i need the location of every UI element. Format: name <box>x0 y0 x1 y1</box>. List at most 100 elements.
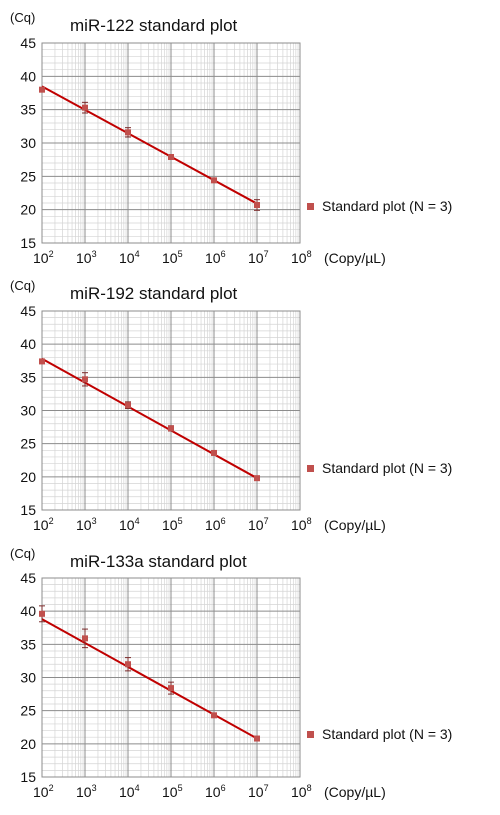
plot-area-border <box>41 577 301 778</box>
data-point <box>211 449 217 456</box>
x-tick-base: 10 <box>291 784 307 800</box>
x-tick-exponent: 8 <box>307 249 312 259</box>
chart-title: miR-192 standard plot <box>70 284 238 303</box>
data-point <box>39 86 45 93</box>
data-point <box>39 610 45 617</box>
y-tick-label: 35 <box>20 369 36 385</box>
legend-label: Standard plot (N = 3) <box>322 460 452 476</box>
chart-panel-2: miR-192 standard plot(Cq)(Copy/µL)152025… <box>10 278 452 533</box>
x-tick-label: 107 <box>248 783 269 800</box>
x-tick-label: 102 <box>33 516 54 533</box>
data-point <box>254 475 260 482</box>
data-point <box>82 635 88 642</box>
x-tick-base: 10 <box>33 517 49 533</box>
x-tick-label: 108 <box>291 783 312 800</box>
x-tick-base: 10 <box>291 250 307 266</box>
data-point <box>82 104 88 111</box>
x-tick-base: 10 <box>162 517 178 533</box>
chart-title: miR-122 standard plot <box>70 16 238 35</box>
x-tick-exponent: 3 <box>92 249 97 259</box>
y-tick-label: 40 <box>20 336 36 352</box>
legend-marker <box>307 203 314 210</box>
x-tick-label: 103 <box>76 783 97 800</box>
y-axis-label: (Cq) <box>10 546 35 561</box>
x-tick-exponent: 4 <box>135 249 140 259</box>
regression-line <box>41 618 258 740</box>
x-tick-base: 10 <box>248 784 264 800</box>
chart-panel-1: miR-122 standard plot(Cq)(Copy/µL)152025… <box>10 10 452 266</box>
x-tick-exponent: 7 <box>264 516 269 526</box>
y-tick-label: 20 <box>20 202 36 218</box>
x-tick-exponent: 3 <box>92 516 97 526</box>
y-tick-label: 40 <box>20 68 36 84</box>
x-tick-base: 10 <box>76 784 92 800</box>
data-point <box>254 735 260 742</box>
y-tick-label: 15 <box>20 235 36 251</box>
data-point <box>39 358 45 365</box>
y-tick-label: 25 <box>20 168 36 184</box>
x-axis-label: (Copy/µL) <box>324 250 386 266</box>
x-tick-label: 105 <box>162 516 183 533</box>
legend-label: Standard plot (N = 3) <box>322 726 452 742</box>
legend-marker <box>307 465 314 472</box>
x-tick-label: 102 <box>33 783 54 800</box>
x-tick-base: 10 <box>119 784 135 800</box>
x-tick-base: 10 <box>205 784 221 800</box>
x-tick-base: 10 <box>76 250 92 266</box>
x-tick-label: 105 <box>162 783 183 800</box>
x-tick-label: 107 <box>248 516 269 533</box>
x-axis-label: (Copy/µL) <box>324 784 386 800</box>
y-tick-label: 20 <box>20 469 36 485</box>
x-tick-exponent: 6 <box>221 783 226 793</box>
y-tick-label: 20 <box>20 736 36 752</box>
x-tick-label: 104 <box>119 516 140 533</box>
x-tick-exponent: 6 <box>221 516 226 526</box>
x-tick-label: 104 <box>119 783 140 800</box>
y-tick-label: 25 <box>20 436 36 452</box>
x-tick-base: 10 <box>119 250 135 266</box>
x-tick-exponent: 3 <box>92 783 97 793</box>
y-tick-label: 30 <box>20 670 36 686</box>
x-tick-exponent: 2 <box>49 249 54 259</box>
y-axis-label: (Cq) <box>10 10 35 25</box>
x-tick-base: 10 <box>76 517 92 533</box>
x-tick-exponent: 5 <box>178 516 183 526</box>
legend-marker <box>307 731 314 738</box>
x-tick-exponent: 5 <box>178 783 183 793</box>
x-tick-exponent: 4 <box>135 516 140 526</box>
x-tick-label: 106 <box>205 516 226 533</box>
data-point <box>125 402 131 409</box>
x-tick-label: 105 <box>162 249 183 266</box>
chart-panel-3: miR-133a standard plot (Cq) (Copy/µL) 15 20 2… <box>10 546 452 800</box>
data-point <box>82 376 88 383</box>
x-tick-exponent: 4 <box>135 783 140 793</box>
x-tick-exponent: 2 <box>49 783 54 793</box>
x-tick-base: 10 <box>205 250 221 266</box>
x-tick-exponent: 5 <box>178 249 183 259</box>
x-tick-label: 104 <box>119 249 140 266</box>
x-tick-base: 10 <box>248 517 264 533</box>
x-tick-label: 102 <box>33 249 54 266</box>
x-tick-label: 106 <box>205 249 226 266</box>
y-tick-label: 30 <box>20 135 36 151</box>
x-tick-base: 10 <box>33 784 49 800</box>
y-tick-label: 40 <box>20 603 36 619</box>
y-tick-label: 25 <box>20 703 36 719</box>
x-tick-base: 10 <box>205 517 221 533</box>
x-tick-exponent: 8 <box>307 516 312 526</box>
y-axis-label: (Cq) <box>10 278 35 293</box>
data-point <box>211 712 217 719</box>
x-tick-label: 108 <box>291 516 312 533</box>
x-tick-label: 103 <box>76 249 97 266</box>
x-tick-base: 10 <box>119 517 135 533</box>
y-tick-label: 35 <box>20 102 36 118</box>
y-tick-label: 45 <box>20 570 36 586</box>
y-tick-label: 15 <box>20 769 36 785</box>
x-tick-base: 10 <box>248 250 264 266</box>
regression-line <box>41 85 258 205</box>
x-tick-label: 106 <box>205 783 226 800</box>
data-point <box>168 154 174 160</box>
y-tick-label: 45 <box>20 35 36 51</box>
y-tick-label: 45 <box>20 303 36 319</box>
